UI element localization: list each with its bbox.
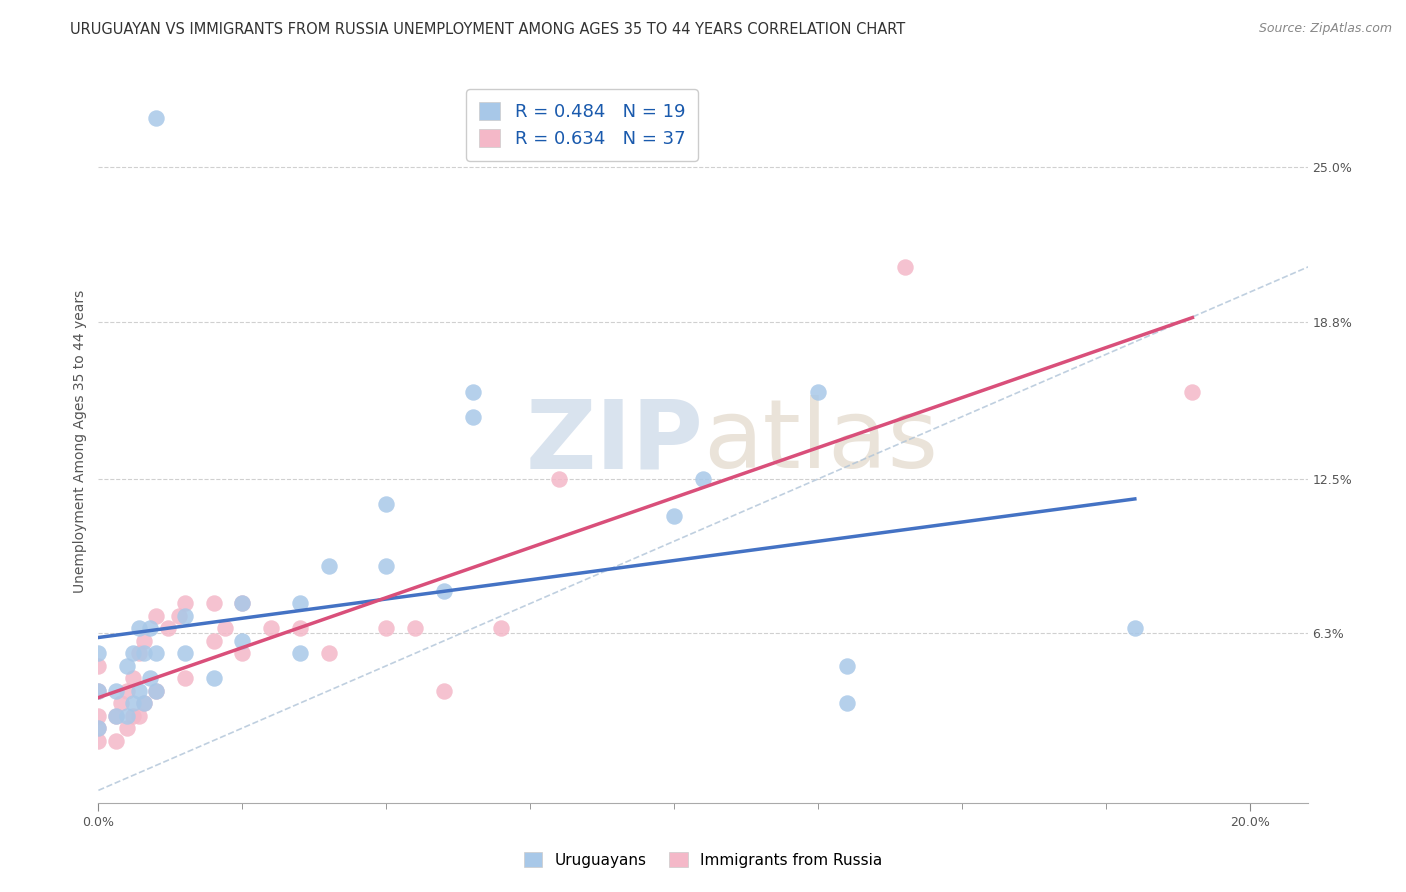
Point [288,621,311,635]
Point [173,609,195,624]
Point [122,708,145,723]
Point [1181,384,1204,399]
Point [167,609,190,624]
Point [145,111,167,125]
Point [110,696,132,710]
Legend: R = 0.484   N = 19, R = 0.634   N = 37: R = 0.484 N = 19, R = 0.634 N = 37 [465,89,699,161]
Point [835,658,858,673]
Point [87,708,110,723]
Point [202,671,225,685]
Point [404,621,426,635]
Point [145,683,167,698]
Point [491,621,513,635]
Point [87,646,110,660]
Point [375,559,398,574]
Point [104,683,127,698]
Point [115,683,138,698]
Point [128,621,150,635]
Point [87,721,110,735]
Point [145,683,167,698]
Point [115,721,138,735]
Point [173,597,195,611]
Point [104,733,127,747]
Point [156,621,179,635]
Point [461,409,484,424]
Point [231,597,253,611]
Point [807,384,830,399]
Point [122,671,145,685]
Text: ZIP: ZIP [524,395,703,488]
Point [122,646,145,660]
Legend: Uruguayans, Immigrants from Russia: Uruguayans, Immigrants from Russia [516,844,890,875]
Point [260,621,283,635]
Point [231,633,253,648]
Point [375,497,398,511]
Point [139,621,162,635]
Point [104,708,127,723]
Point [134,696,156,710]
Point [139,671,162,685]
Point [433,683,456,698]
Point [318,646,340,660]
Point [173,646,195,660]
Point [115,658,138,673]
Point [375,621,398,635]
Point [128,683,150,698]
Point [288,646,311,660]
Point [893,260,915,274]
Point [87,683,110,698]
Point [128,646,150,660]
Point [122,696,145,710]
Point [128,708,150,723]
Point [433,584,456,599]
Point [87,733,110,747]
Point [692,472,714,486]
Point [318,559,340,574]
Point [134,646,156,660]
Point [214,621,236,635]
Point [1123,621,1146,635]
Point [134,633,156,648]
Point [231,646,253,660]
Point [835,696,858,710]
Point [87,721,110,735]
Point [664,509,686,524]
Point [202,633,225,648]
Text: Source: ZipAtlas.com: Source: ZipAtlas.com [1258,22,1392,36]
Text: atlas: atlas [703,395,938,488]
Point [134,696,156,710]
Point [548,472,571,486]
Text: URUGUAYAN VS IMMIGRANTS FROM RUSSIA UNEMPLOYMENT AMONG AGES 35 TO 44 YEARS CORRE: URUGUAYAN VS IMMIGRANTS FROM RUSSIA UNEM… [70,22,905,37]
Point [104,708,127,723]
Point [461,384,484,399]
Point [115,708,138,723]
Point [145,609,167,624]
Point [87,658,110,673]
Y-axis label: Unemployment Among Ages 35 to 44 years: Unemployment Among Ages 35 to 44 years [73,290,87,593]
Point [173,671,195,685]
Point [87,683,110,698]
Point [145,646,167,660]
Point [231,597,253,611]
Point [202,597,225,611]
Point [288,597,311,611]
